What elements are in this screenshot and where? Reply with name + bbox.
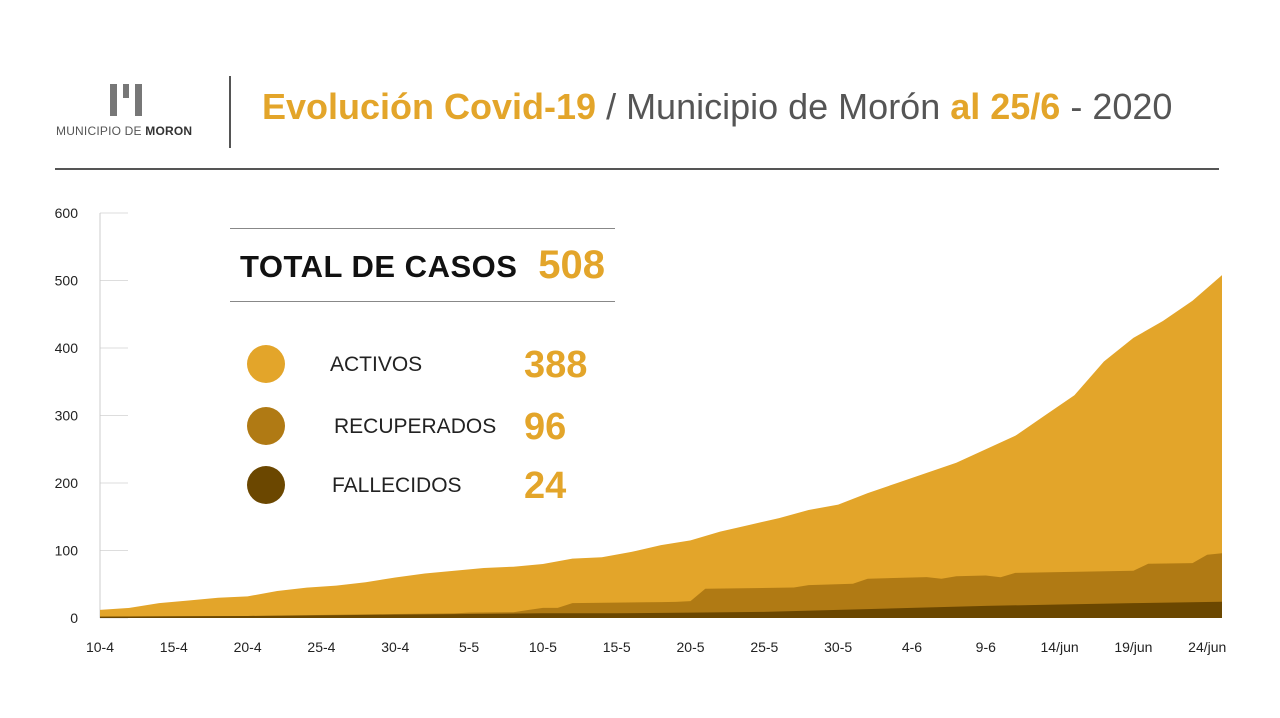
- header-rule: [55, 168, 1219, 170]
- x-tick-label: 24/jun: [1188, 639, 1226, 655]
- x-tick-label: 4-6: [902, 639, 922, 655]
- header-divider: [229, 76, 231, 148]
- title-part-4: - 2020: [1060, 86, 1173, 127]
- legend-value: 388: [524, 344, 588, 386]
- y-tick-label: 100: [55, 543, 79, 559]
- activos-dot: [247, 345, 285, 383]
- legend-item-recuperados: RECUPERADOS 96: [230, 406, 615, 448]
- legend-label: FALLECIDOS: [332, 474, 462, 497]
- total-cases-label: TOTAL DE CASOS: [240, 249, 518, 284]
- area-fallecidos: [100, 601, 1222, 618]
- fallecidos-dot: [247, 466, 285, 504]
- y-tick-label: 300: [55, 408, 79, 424]
- x-tick-label: 10-4: [86, 639, 114, 655]
- area-total: [100, 275, 1222, 618]
- title-part-2: / Municipio de Morón: [596, 86, 951, 127]
- x-tick-label: 20-5: [677, 639, 705, 655]
- title-part-3: al 25/6: [950, 86, 1061, 127]
- y-tick-label: 400: [55, 340, 79, 356]
- y-tick-label: 500: [55, 273, 79, 289]
- x-tick-label: 19/jun: [1114, 639, 1152, 655]
- page-title: Evolución Covid-19 / Municipio de Morón …: [262, 86, 1172, 128]
- x-tick-label: 15-5: [603, 639, 631, 655]
- x-tick-label: 25-4: [307, 639, 335, 655]
- x-tick-label: 5-5: [459, 639, 479, 655]
- legend-item-activos: ACTIVOS 388: [230, 344, 615, 386]
- municipio-logo: MUNICIPIO DE MORON: [56, 84, 206, 138]
- legend-panel: TOTAL DE CASOS 508 ACTIVOS 388 RECUPERAD…: [230, 228, 615, 507]
- x-tick-label: 30-4: [381, 639, 409, 655]
- municipio-logo-icon: [110, 84, 142, 116]
- recuperados-dot: [247, 407, 285, 445]
- x-tick-label: 14/jun: [1041, 639, 1079, 655]
- legend-value: 24: [524, 465, 567, 507]
- x-tick-label: 25-5: [750, 639, 778, 655]
- x-tick-label: 20-4: [234, 639, 262, 655]
- y-tick-label: 200: [55, 475, 79, 491]
- y-tick-label: 0: [70, 610, 78, 626]
- legend-label: RECUPERADOS: [334, 415, 497, 438]
- x-tick-label: 9-6: [976, 639, 996, 655]
- x-tick-label: 15-4: [160, 639, 188, 655]
- total-cases-row: TOTAL DE CASOS 508: [230, 228, 615, 302]
- total-cases-value: 508: [538, 243, 605, 287]
- x-tick-label: 10-5: [529, 639, 557, 655]
- legend-value: 96: [524, 406, 567, 448]
- logo-text: MUNICIPIO DE MORON: [56, 124, 193, 138]
- legend-item-fallecidos: FALLECIDOS 24: [230, 465, 615, 507]
- area-recuperados: [100, 553, 1222, 618]
- title-part-1: Evolución Covid-19: [262, 86, 597, 127]
- y-tick-label: 600: [55, 205, 79, 221]
- legend-label: ACTIVOS: [330, 353, 423, 376]
- x-tick-label: 30-5: [824, 639, 852, 655]
